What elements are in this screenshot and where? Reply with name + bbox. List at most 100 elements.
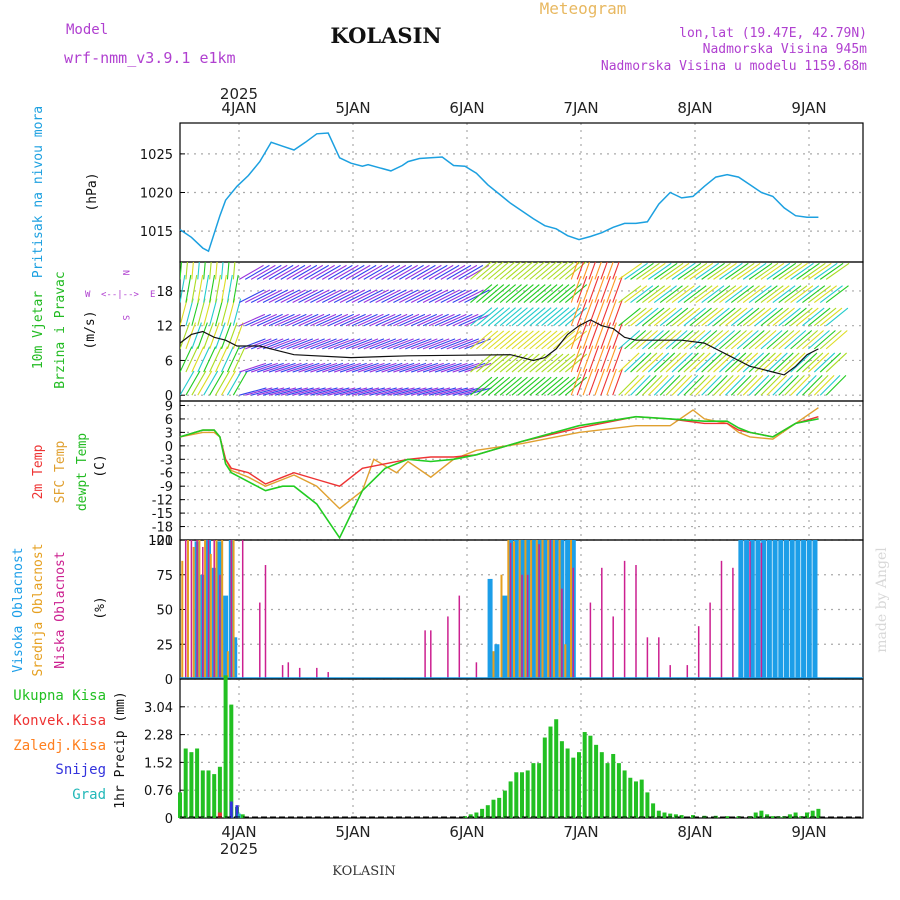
wind-arrow <box>499 262 522 280</box>
wind-arrow <box>322 289 348 304</box>
wind-arrow <box>357 338 385 350</box>
wind-arrow <box>464 387 492 396</box>
wind-arrow <box>446 264 472 280</box>
mid-cloud-label: Srednja Oblacnost <box>31 543 46 676</box>
cloud-bar <box>198 540 201 679</box>
wind-arrow <box>262 362 290 373</box>
wind-arrow <box>185 370 201 396</box>
wind-arrow <box>796 262 820 280</box>
low-cloud-label: Niska Oblacnost <box>53 551 68 668</box>
precip-unit: 1hr Precip (mm) <box>113 691 128 808</box>
cloud-bar <box>749 541 751 679</box>
wind-arrow <box>446 338 474 350</box>
wind-arrow <box>446 362 474 373</box>
wind-arrow <box>582 368 594 396</box>
wind-arrow <box>570 322 582 350</box>
wind-arrow <box>766 262 791 280</box>
wind-arrow <box>393 362 421 373</box>
wind-arrow <box>819 330 842 350</box>
wind-arrow <box>405 362 433 373</box>
wind-arrow <box>653 352 676 373</box>
wind-arrow <box>707 375 728 396</box>
wind-arrow <box>446 289 472 304</box>
wind-arrow <box>796 330 819 350</box>
wind-arrow <box>624 352 646 373</box>
day-label-top: 7JAN <box>563 99 598 117</box>
wind-arrow <box>351 338 379 350</box>
y-tick-label: 1015 <box>140 225 173 240</box>
cloud-bar <box>572 567 575 679</box>
wind-arrow <box>292 338 319 350</box>
wind-arrow <box>357 264 383 280</box>
cloud-bar <box>298 667 301 679</box>
wind-arrow <box>298 289 324 304</box>
cloud-bar <box>547 540 550 679</box>
wind-arrow <box>256 338 284 350</box>
cloud-bar <box>196 540 198 679</box>
wind-arrow <box>760 375 782 396</box>
cloud-bar <box>732 567 734 679</box>
wind-arrow <box>363 289 389 304</box>
wind-arrow <box>452 289 478 304</box>
wind-arrow <box>250 264 276 280</box>
wind-arrow <box>588 345 600 373</box>
legend-freezing: Zaledj.Kisa <box>13 738 106 754</box>
wind-arrow <box>339 362 367 373</box>
pressure-label: Pritisak na nivou mora <box>31 106 46 278</box>
wind-arrow <box>553 376 576 396</box>
wind-arrow <box>310 362 338 373</box>
wind-arrow <box>221 370 236 396</box>
wind-arrow <box>529 284 552 303</box>
y-tick-label: 75 <box>156 569 173 584</box>
cloud-bar <box>494 644 500 679</box>
wind-arrow <box>588 322 600 350</box>
wind-arrow <box>220 274 227 303</box>
wind-arrow <box>576 322 588 350</box>
y-tick-label: 3 <box>165 426 173 441</box>
wind-arrow <box>553 262 576 280</box>
wind-arrow <box>683 285 707 303</box>
wind-arrow <box>576 262 585 280</box>
wind-arrow <box>239 362 267 373</box>
wind-arrow <box>511 330 534 350</box>
wind-arrow <box>535 307 558 327</box>
cloud-bar <box>738 540 744 679</box>
station-title: KOLASIN <box>330 23 441 48</box>
wind-arrow <box>725 262 749 280</box>
wind-arrow <box>511 307 534 327</box>
precip-bar <box>200 770 205 818</box>
wind-arrow <box>547 262 570 280</box>
precip-bar <box>565 748 570 818</box>
wind-arrow <box>209 298 218 326</box>
precip-bar <box>229 801 233 818</box>
wind-arrow <box>582 276 594 303</box>
precip-bar <box>599 752 604 818</box>
wind-arrow <box>825 307 849 327</box>
model-name: wrf-nmm_v3.9.1 e1km <box>64 49 236 67</box>
wind-arrow <box>345 338 373 350</box>
wind-arrow <box>784 262 808 280</box>
product-title: Meteogram <box>540 0 627 18</box>
wind-arrow <box>523 330 546 350</box>
wind-arrow <box>180 346 193 373</box>
wind-arrow <box>220 262 224 280</box>
cloud-bar <box>241 540 244 679</box>
precip-bar <box>548 726 553 818</box>
temp-unit: (C) <box>93 454 108 477</box>
wind-arrow <box>511 262 534 280</box>
wind-arrow <box>239 289 265 304</box>
day-label-top: 5JAN <box>335 99 370 117</box>
wind-arrow <box>772 285 796 303</box>
wind-arrow <box>464 362 492 373</box>
wind-arrow <box>612 276 623 303</box>
wind-arrow <box>825 262 850 280</box>
wind-arrow <box>280 362 308 373</box>
wind-arrow <box>511 376 534 396</box>
wind-arrow <box>298 264 324 280</box>
wind-arrow <box>541 353 564 373</box>
wind-arrow <box>493 307 516 327</box>
wind-arrow <box>701 262 725 280</box>
wind-arrow <box>310 289 336 304</box>
